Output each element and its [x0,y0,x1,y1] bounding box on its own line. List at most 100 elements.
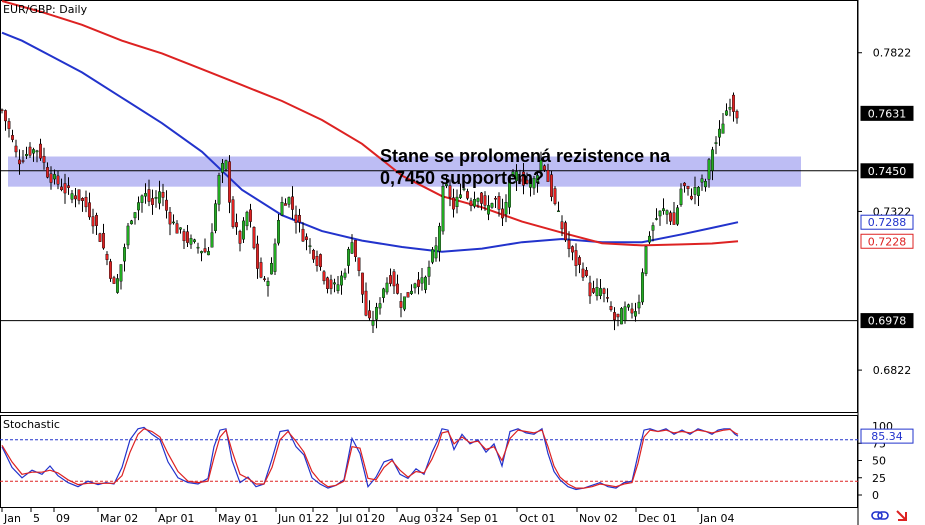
stoch-tick-label: 25 [872,472,886,485]
candle-body [473,199,476,207]
arrow-icon[interactable] [896,510,907,521]
candle-body [557,210,560,213]
candle-body [487,205,490,215]
candle-body [203,248,207,253]
candle-body [42,155,46,163]
candle-body [361,272,364,295]
candle-body [210,232,214,248]
price-panel [0,0,858,413]
candle-body [336,284,340,291]
candle-body [333,282,336,285]
candle-body [130,220,133,225]
candle-body [273,243,277,272]
candle-body [284,203,287,206]
candle-body [721,123,725,134]
candle-body [403,296,406,310]
candle-body [732,94,735,112]
candle-body [378,303,382,309]
candle-body [196,246,200,249]
candle-body [532,177,536,189]
candle-body [193,239,196,242]
candle-body [126,225,130,246]
x-tick-label: Jan 04 [699,512,734,525]
candle-body [46,167,49,178]
price-label: 0.7631 [868,107,907,120]
candle-body [616,313,620,318]
candle-body [518,178,522,182]
candle-body [630,308,634,314]
price-label: 0.7228 [868,235,907,248]
x-tick-label: Nov 02 [579,512,618,525]
candle-body [434,245,438,259]
price-label-box [860,313,914,329]
candle-body [312,249,315,260]
candle-body [476,198,480,202]
candle-body [179,227,182,230]
candle-body [448,185,452,198]
candle-body [259,262,263,278]
candle-body [158,191,161,204]
candle-body [172,221,175,224]
candle-body [676,207,679,225]
candle-body [235,222,238,228]
link-icon[interactable] [871,511,889,520]
stoch-value-box [860,428,914,444]
price-label-box [860,214,914,230]
candle-body [81,198,84,202]
candle-body [697,186,700,196]
candle-body [427,266,431,277]
candle-body [357,257,361,271]
candle-body [609,306,613,310]
candle-body [368,310,371,319]
candle-body [375,306,378,320]
candle-body [123,247,126,262]
candle-body [644,246,648,274]
annotation-line-1: Stane se prolomená rezistence na [380,146,671,166]
x-tick-label: 24 [439,512,453,525]
candle-body [714,142,718,144]
candle-body [280,202,284,216]
candle-body [637,301,641,309]
candle-body [620,308,623,325]
candle-body [550,174,553,197]
stoch-value-label: 85.34 [871,430,903,443]
candle-body [39,143,42,159]
candle-body [354,239,357,257]
x-tick-label: May 01 [218,512,258,525]
candle-body [221,163,224,173]
candle-body [91,216,95,227]
x-tick-label: 20 [371,512,385,525]
candle-body [410,290,413,294]
candle-body [315,256,319,266]
candle-body [525,179,529,184]
candle-body [690,195,693,200]
candle-body [74,195,77,200]
candle-body [25,154,28,157]
candles [0,92,739,334]
candle-body [49,173,53,183]
candle-body [319,254,322,268]
candle-body [112,277,116,284]
candle-body [207,251,210,256]
candle-body [119,264,123,282]
candle-body [70,193,74,200]
annotation-line-2: 0,7450 supportem? [380,168,544,188]
candle-body [480,192,483,204]
candle-body [0,109,4,111]
candle-body [613,312,616,320]
price-label-box [860,163,914,179]
candle-body [200,251,203,254]
candle-body [347,248,350,266]
moving-average-1 [1,31,739,253]
candle-body [301,228,305,242]
candle-body [560,221,564,230]
candle-body [385,282,389,293]
moving-average-2 [1,0,739,247]
candle-body [252,227,256,249]
candle-body [602,288,606,294]
candle-body [567,239,571,250]
candle-body [704,181,707,188]
candle-body [546,170,550,182]
chart-title: EUR/GBP: Daily [3,3,88,16]
candle-body [116,278,119,293]
